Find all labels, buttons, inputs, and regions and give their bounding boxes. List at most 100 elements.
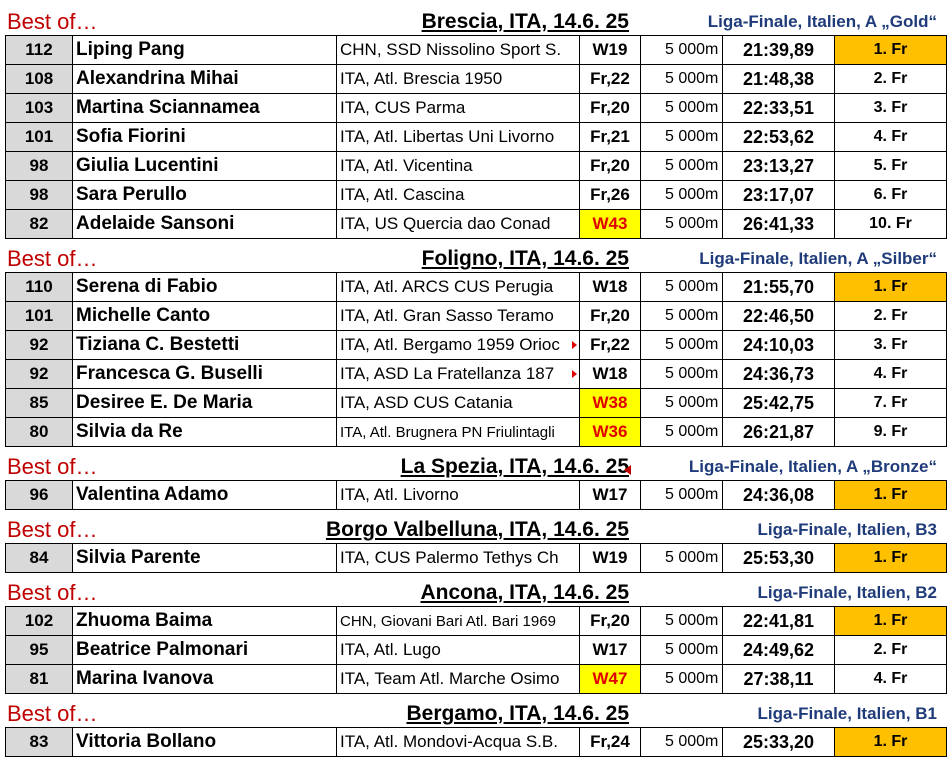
table-row: 81 Marina Ivanova ITA, Team Atl. Marche Os… bbox=[5, 664, 947, 694]
club-cell: CHN, SSD Nissolino Sport S. bbox=[336, 35, 579, 65]
club-cell: ITA, Atl. ARCS CUS Perugia bbox=[336, 272, 579, 302]
distance-cell: 5 000m bbox=[640, 664, 722, 694]
distance-cell: 5 000m bbox=[640, 209, 722, 239]
time-cell: 27:38,11 bbox=[722, 664, 834, 694]
best-of-label: Best of… bbox=[7, 701, 98, 726]
athlete-name-cell: Zhuoma Baima bbox=[72, 606, 336, 636]
athlete-name-cell: Beatrice Palmonari bbox=[72, 635, 336, 665]
rank-cell: 1. Fr bbox=[834, 543, 947, 573]
athlete-name-cell: Alexandrina Mihai bbox=[72, 64, 336, 94]
table-row: 101 Sofia Fiorini ITA, Atl. Libertas Uni L… bbox=[5, 122, 947, 152]
club-text: ITA, CUS Palermo Tethys Ch bbox=[340, 548, 559, 567]
points-cell: 95 bbox=[5, 635, 72, 665]
club-text: ITA, US Quercia dao Conad bbox=[340, 214, 551, 233]
venue-title: Brescia, ITA, 14.6. 25 bbox=[421, 10, 629, 33]
distance-cell: 5 000m bbox=[640, 727, 722, 757]
category-cell: W38 bbox=[579, 388, 640, 418]
rank-cell: 1. Fr bbox=[834, 272, 947, 302]
club-cell: ITA, CUS Parma bbox=[336, 93, 579, 123]
time-cell: 21:48,38 bbox=[722, 64, 834, 94]
table-row: 84 Silvia Parente ITA, CUS Palermo Tethys … bbox=[5, 543, 947, 573]
table-row: 98 Giulia Lucentini ITA, Atl. Vicentina Fr,… bbox=[5, 151, 947, 181]
table-row: 98 Sara Perullo ITA, Atl. Cascina Fr,26 5 00… bbox=[5, 180, 947, 210]
rank-cell: 3. Fr bbox=[834, 330, 947, 360]
best-of-label: Best of… bbox=[7, 517, 98, 542]
rank-cell: 4. Fr bbox=[834, 122, 947, 152]
time-cell: 26:21,87 bbox=[722, 417, 834, 447]
club-text: ITA, Atl. Gran Sasso Teramo bbox=[340, 306, 554, 325]
points-cell: 102 bbox=[5, 606, 72, 636]
distance-cell: 5 000m bbox=[640, 122, 722, 152]
category-cell: Fr,20 bbox=[579, 93, 640, 123]
category-cell: Fr,24 bbox=[579, 727, 640, 757]
venue-title: Foligno, ITA, 14.6. 25 bbox=[421, 247, 629, 270]
overflow-marker-icon bbox=[572, 370, 577, 378]
club-text: ITA, Atl. Mondovi-Acqua S.B. bbox=[340, 732, 558, 751]
section-header: Best of… La Spezia, ITA, 14.6. 25 Liga-Fin… bbox=[0, 447, 951, 480]
distance-cell: 5 000m bbox=[640, 330, 722, 360]
time-cell: 22:41,81 bbox=[722, 606, 834, 636]
club-text: CHN, SSD Nissolino Sport S. bbox=[340, 40, 562, 59]
distance-cell: 5 000m bbox=[640, 606, 722, 636]
club-cell: ITA, Atl. Lugo bbox=[336, 635, 579, 665]
competition-title: Liga-Finale, Italien, B1 bbox=[757, 704, 937, 723]
category-cell: W43 bbox=[579, 209, 640, 239]
club-text: ITA, Atl. Libertas Uni Livorno bbox=[340, 127, 555, 146]
points-cell: 85 bbox=[5, 388, 72, 418]
section-header: Best of… Ancona, ITA, 14.6. 25 Liga-Finale… bbox=[0, 573, 951, 606]
club-cell: ITA, CUS Palermo Tethys Ch bbox=[336, 543, 579, 573]
section-header: Best of… Borgo Valbelluna, ITA, 14.6. 25 L… bbox=[0, 510, 951, 543]
category-cell: W19 bbox=[579, 543, 640, 573]
time-cell: 24:10,03 bbox=[722, 330, 834, 360]
time-cell: 24:49,62 bbox=[722, 635, 834, 665]
club-cell: ITA, Atl. Vicentina bbox=[336, 151, 579, 181]
time-cell: 24:36,08 bbox=[722, 480, 834, 510]
table-row: 96 Valentina Adamo ITA, Atl. Livorno W17 5 0… bbox=[5, 480, 947, 510]
section-header: Best of… Brescia, ITA, 14.6. 25 Liga-Final… bbox=[0, 2, 951, 35]
category-cell: W18 bbox=[579, 272, 640, 302]
venue-title: Ancona, ITA, 14.6. 25 bbox=[420, 581, 629, 604]
venue-title: Bergamo, ITA, 14.6. 25 bbox=[406, 702, 629, 725]
club-cell: ITA, Atl. Cascina bbox=[336, 180, 579, 210]
points-cell: 108 bbox=[5, 64, 72, 94]
points-cell: 81 bbox=[5, 664, 72, 694]
points-cell: 98 bbox=[5, 151, 72, 181]
table-row: 112 Liping Pang CHN, SSD Nissolino Sport S… bbox=[5, 35, 947, 65]
time-cell: 22:33,51 bbox=[722, 93, 834, 123]
athlete-name-cell: Serena di Fabio bbox=[72, 272, 336, 302]
competition-title: Liga-Finale, Italien, A „Gold“ bbox=[707, 12, 937, 31]
time-cell: 22:46,50 bbox=[722, 301, 834, 331]
category-cell: W36 bbox=[579, 417, 640, 447]
category-cell: Fr,20 bbox=[579, 301, 640, 331]
points-cell: 92 bbox=[5, 330, 72, 360]
distance-cell: 5 000m bbox=[640, 35, 722, 65]
category-cell: Fr,21 bbox=[579, 122, 640, 152]
time-cell: 25:42,75 bbox=[722, 388, 834, 418]
points-cell: 83 bbox=[5, 727, 72, 757]
club-text: ITA, ASD CUS Catania bbox=[340, 393, 513, 412]
distance-cell: 5 000m bbox=[640, 388, 722, 418]
category-cell: Fr,22 bbox=[579, 64, 640, 94]
distance-cell: 5 000m bbox=[640, 480, 722, 510]
points-cell: 96 bbox=[5, 480, 72, 510]
table-row: 108 Alexandrina Mihai ITA, Atl. Brescia 19… bbox=[5, 64, 947, 94]
table-row: 92 Tiziana C. Bestetti ITA, Atl. Bergamo 1… bbox=[5, 330, 947, 360]
athlete-name-cell: Adelaide Sansoni bbox=[72, 209, 336, 239]
club-cell: ITA, Team Atl. Marche Osimo bbox=[336, 664, 579, 694]
time-cell: 22:53,62 bbox=[722, 122, 834, 152]
table-row: 110 Serena di Fabio ITA, Atl. ARCS CUS Per… bbox=[5, 272, 947, 302]
category-cell: Fr,22 bbox=[579, 330, 640, 360]
distance-cell: 5 000m bbox=[640, 151, 722, 181]
section-header: Best of… Foligno, ITA, 14.6. 25 Liga-Final… bbox=[0, 239, 951, 272]
time-cell: 24:36,73 bbox=[722, 359, 834, 389]
points-cell: 101 bbox=[5, 301, 72, 331]
athlete-name-cell: Desiree E. De Maria bbox=[72, 388, 336, 418]
athlete-name-cell: Marina Ivanova bbox=[72, 664, 336, 694]
athlete-name-cell: Giulia Lucentini bbox=[72, 151, 336, 181]
club-cell: ITA, Atl. Brescia 1950 bbox=[336, 64, 579, 94]
table-row: 92 Francesca G. Buselli ITA, ASD La Fratel… bbox=[5, 359, 947, 389]
rank-cell: 2. Fr bbox=[834, 635, 947, 665]
distance-cell: 5 000m bbox=[640, 635, 722, 665]
time-cell: 23:17,07 bbox=[722, 180, 834, 210]
